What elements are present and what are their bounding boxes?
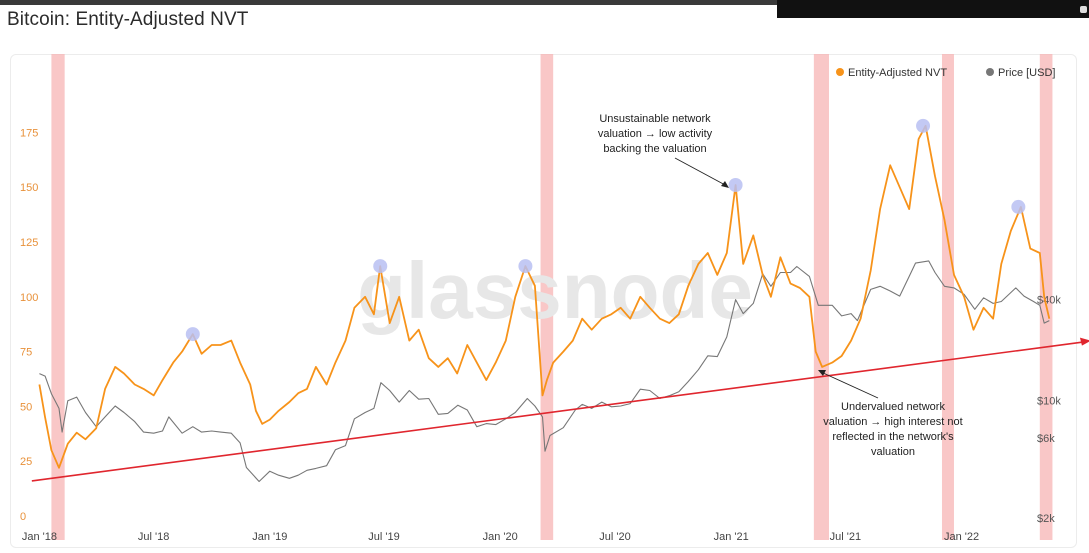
right-tick-label: $10k xyxy=(1037,396,1061,408)
price-series-line xyxy=(39,260,1050,483)
left-tick-label: 175 xyxy=(20,127,38,139)
right-axis-ticks: $2k $6k $10k $40k xyxy=(1037,295,1061,525)
right-tick-label: $6k xyxy=(1037,433,1055,445)
legend-price-dot xyxy=(986,68,994,76)
peak-marker xyxy=(728,178,743,193)
annotation-top-line: valuation → low activity xyxy=(598,128,713,140)
window-top-bar xyxy=(0,0,1089,5)
highlight-bands xyxy=(51,54,1053,540)
peak-marker xyxy=(185,327,200,342)
nvt-series-line xyxy=(38,124,1051,469)
x-tick-label: Jan '18 xyxy=(22,531,57,543)
highlight-band-3 xyxy=(941,54,954,540)
annotation-bottom-line: Undervalued network xyxy=(841,401,945,413)
legend-nvt-label: Entity-Adjusted NVT xyxy=(848,67,947,79)
trendline-arrow xyxy=(1079,337,1089,346)
left-tick-label: 0 xyxy=(20,511,26,523)
x-axis-ticks: Jan '18 Jul '18 Jan '19 Jul '19 Jan '20 Jul '… xyxy=(22,531,979,543)
right-tick-label: $40k xyxy=(1037,295,1061,307)
annotation-top-line: backing the valuation xyxy=(603,143,706,155)
highlight-band-4 xyxy=(1039,54,1053,540)
left-tick-label: 25 xyxy=(20,456,32,468)
highlight-band-2 xyxy=(813,54,830,540)
legend-nvt-dot xyxy=(836,68,844,76)
series-lines xyxy=(38,124,1051,483)
annotation-top-line: Unsustainable network xyxy=(599,113,711,125)
annotation-bottom-arrowhead xyxy=(818,370,826,376)
x-tick-label: Jul '20 xyxy=(599,531,630,543)
annotation-top-pointer xyxy=(674,157,728,187)
annotation-bottom-line: reflected in the network's xyxy=(832,431,954,443)
left-tick-label: 150 xyxy=(20,182,38,194)
highlight-band-0 xyxy=(51,54,65,540)
x-tick-label: Jul '18 xyxy=(138,531,169,543)
legend-price-label: Price [USD] xyxy=(998,67,1055,79)
highlight-band-1 xyxy=(540,54,554,540)
trendline xyxy=(31,341,1084,482)
annotation-bottom-line: valuation xyxy=(871,446,915,458)
trendline-group xyxy=(31,337,1089,482)
x-tick-label: Jan '21 xyxy=(714,531,749,543)
x-tick-label: Jul '19 xyxy=(368,531,399,543)
right-tick-label: $2k xyxy=(1037,513,1055,525)
peak-marker xyxy=(373,259,388,274)
window-top-bar-right xyxy=(777,0,1089,18)
left-axis-ticks: 0 25 50 75 100 125 150 175 xyxy=(20,127,38,523)
x-tick-label: Jan '20 xyxy=(483,531,518,543)
annotation-top-arrowhead xyxy=(721,181,729,188)
peak-marker xyxy=(518,259,533,274)
x-tick-label: Jul '21 xyxy=(830,531,861,543)
x-tick-label: Jan '19 xyxy=(252,531,287,543)
left-tick-label: 75 xyxy=(20,347,32,359)
peak-markers xyxy=(185,118,1026,342)
peak-marker xyxy=(916,118,931,133)
x-tick-label: Jan '22 xyxy=(944,531,979,543)
page-title: Bitcoin: Entity-Adjusted NVT xyxy=(7,9,249,30)
annotation-bottom-pointer xyxy=(820,371,879,399)
left-tick-label: 50 xyxy=(20,401,32,413)
peak-marker xyxy=(1011,199,1026,214)
annotation-bottom-line: valuation → high interest not xyxy=(823,416,962,428)
legend: Entity-Adjusted NVT Price [USD] xyxy=(836,67,1055,79)
window-control-icon[interactable] xyxy=(1080,6,1087,13)
left-tick-label: 125 xyxy=(20,237,38,249)
annotations: Unsustainable network valuation → low act… xyxy=(598,113,963,458)
left-tick-label: 100 xyxy=(20,292,38,304)
watermark: glassnode xyxy=(357,246,753,335)
